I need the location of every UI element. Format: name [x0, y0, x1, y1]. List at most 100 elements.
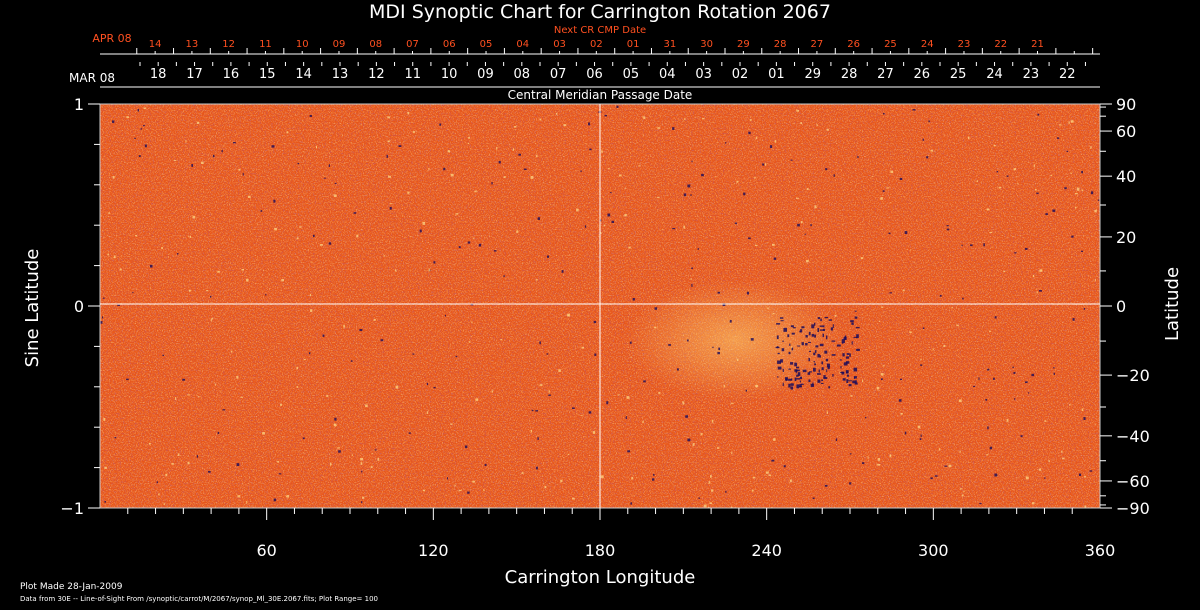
- bright-spot: [286, 495, 290, 498]
- active-region-spot: [825, 335, 828, 340]
- dark-spot: [930, 477, 933, 480]
- bright-spot: [1090, 146, 1092, 149]
- active-region-spot: [801, 326, 805, 329]
- bright-spot: [165, 473, 168, 477]
- bright-spot: [881, 306, 884, 308]
- active-region-spot: [849, 353, 851, 357]
- bright-spot: [563, 124, 567, 127]
- bright-spot: [752, 476, 756, 479]
- active-region-spot: [853, 367, 858, 372]
- dark-spot: [993, 377, 995, 380]
- active-region-spot: [808, 379, 811, 383]
- dark-spot: [922, 138, 924, 141]
- bright-spot: [710, 474, 712, 478]
- bright-spot: [1032, 274, 1035, 278]
- bright-spot: [986, 208, 990, 211]
- bright-spot: [711, 489, 714, 492]
- dark-spot: [610, 191, 612, 194]
- dark-spot: [979, 503, 982, 505]
- next-cr-date-label: 27: [811, 39, 824, 50]
- active-region-spot: [819, 325, 823, 327]
- dark-spot: [350, 360, 353, 362]
- bright-spot: [468, 136, 471, 139]
- x-tick-label: 360: [1085, 541, 1116, 560]
- bright-spot: [407, 111, 410, 115]
- bright-spot: [422, 489, 426, 492]
- dark-spot: [1089, 470, 1093, 472]
- dark-spot: [374, 449, 377, 451]
- next-cr-date-label: 28: [774, 39, 787, 50]
- active-region-spot: [853, 376, 857, 379]
- cmp-date-label: 28: [841, 67, 858, 82]
- bright-spot: [581, 414, 583, 417]
- bright-spot: [450, 173, 454, 177]
- dark-spot: [1081, 250, 1084, 252]
- active-region-spot: [853, 336, 858, 338]
- active-region-spot: [848, 380, 852, 382]
- x-tick-label: 240: [751, 541, 782, 560]
- dark-spot: [882, 190, 885, 192]
- bright-spot: [1032, 502, 1035, 505]
- bright-spot: [319, 244, 323, 246]
- dark-spot: [904, 431, 907, 435]
- dark-spot: [920, 364, 923, 366]
- active-region-spot: [782, 368, 784, 372]
- dark-spot: [493, 250, 497, 252]
- active-region-spot: [777, 352, 780, 355]
- cmp-date-label: 11: [404, 67, 421, 82]
- dark-spot: [334, 417, 337, 421]
- active-region-spot: [817, 353, 820, 358]
- active-region-spot: [854, 316, 858, 319]
- next-cr-date-label: 06: [443, 39, 456, 50]
- bright-spot: [1036, 291, 1038, 294]
- bright-spot: [601, 150, 603, 153]
- dark-spot: [1027, 392, 1030, 394]
- bright-spot: [723, 384, 725, 388]
- next-cr-date-label: 24: [921, 39, 934, 50]
- dark-spot: [1044, 477, 1046, 479]
- cmp-date-label: 24: [986, 67, 1003, 82]
- dark-spot: [278, 473, 282, 475]
- active-region-spot: [780, 320, 784, 322]
- active-region-spot: [845, 361, 850, 364]
- active-region-spot: [841, 342, 844, 344]
- active-region-spot: [821, 361, 824, 365]
- active-region-spot: [790, 325, 794, 328]
- active-region-spot: [851, 341, 853, 345]
- cmp-date-label: 25: [950, 67, 967, 82]
- bright-spot: [1003, 270, 1006, 273]
- next-cr-date-label: 13: [186, 39, 199, 50]
- bright-spot: [958, 399, 962, 403]
- dark-spot: [328, 242, 332, 245]
- cmp-date-label: 08: [514, 67, 531, 82]
- bright-spot: [200, 161, 204, 164]
- bright-spot: [683, 225, 685, 229]
- bright-spot: [351, 454, 353, 456]
- active-region-spot: [811, 333, 814, 337]
- bright-spot: [1038, 468, 1042, 471]
- bright-spot: [119, 268, 122, 271]
- dark-spot: [825, 168, 828, 171]
- x-tick-label: 60: [256, 541, 276, 560]
- dark-spot: [729, 319, 732, 323]
- dark-spot: [616, 105, 619, 108]
- dark-spot: [1020, 435, 1023, 438]
- lat-tick-label: 20: [1116, 228, 1136, 247]
- active-region-spot: [825, 358, 829, 362]
- active-region-spot: [776, 323, 781, 325]
- dark-spot: [467, 491, 470, 494]
- dark-spot: [745, 389, 748, 392]
- cmp-axis: 18 17 16 15 14 13 12 11 10 09 08 07 06 05 04 03 02 01 29 28…: [100, 62, 1100, 88]
- bright-spot: [315, 145, 318, 149]
- y-axis-label-left: Sine Latitude: [22, 249, 43, 368]
- bright-spot: [816, 124, 818, 126]
- active-region-spot: [791, 347, 794, 351]
- bright-spot: [473, 237, 475, 240]
- bright-spot: [1061, 450, 1063, 453]
- bright-spot: [900, 412, 903, 415]
- dark-spot: [676, 368, 679, 371]
- active-region-spot: [827, 366, 830, 370]
- bright-spot: [826, 411, 828, 414]
- dark-spot: [833, 174, 835, 177]
- dark-spot: [446, 477, 449, 480]
